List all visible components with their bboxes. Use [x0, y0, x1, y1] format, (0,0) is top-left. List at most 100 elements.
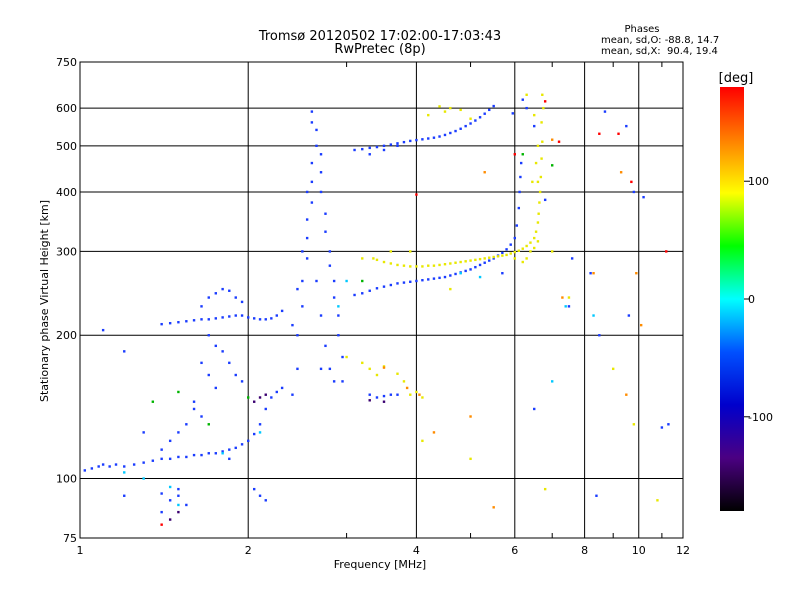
data-point — [459, 108, 462, 112]
data-point — [280, 309, 284, 313]
data-point — [305, 257, 309, 260]
data-point — [247, 396, 250, 399]
data-point — [192, 453, 196, 457]
data-point — [427, 113, 430, 117]
data-point — [469, 259, 472, 262]
data-point — [207, 373, 210, 377]
x-tick-label: 12 — [676, 544, 690, 557]
data-point — [513, 257, 516, 260]
data-point — [332, 279, 336, 283]
data-point — [315, 128, 318, 132]
data-point — [432, 264, 436, 267]
data-point — [421, 265, 424, 268]
data-point — [415, 390, 418, 394]
data-point — [332, 296, 336, 299]
data-point — [561, 296, 564, 299]
data-point — [518, 190, 521, 194]
data-point — [252, 487, 256, 491]
data-point — [328, 250, 332, 253]
data-point — [449, 131, 452, 135]
data-point — [221, 287, 224, 291]
data-point — [382, 366, 386, 369]
data-point — [409, 139, 412, 143]
data-point — [409, 393, 412, 396]
data-point — [310, 201, 314, 204]
data-point — [454, 261, 457, 264]
data-point — [375, 145, 379, 149]
data-point — [474, 265, 477, 269]
data-point — [177, 494, 180, 497]
data-point — [101, 328, 105, 332]
data-point — [353, 293, 356, 297]
x-axis-label: Frequency [MHz] — [334, 558, 426, 571]
data-point — [421, 396, 424, 399]
data-point — [536, 240, 540, 243]
data-point — [570, 257, 574, 260]
data-point — [305, 218, 309, 221]
chart-title: Tromsø 20120502 17:02:00-17:03:43 — [258, 29, 501, 44]
data-point — [291, 393, 294, 396]
data-point — [315, 144, 318, 148]
data-point — [483, 112, 486, 115]
data-point — [501, 254, 504, 257]
x-axis-ticks: 1 2 4 6 8 10 12 — [77, 62, 690, 557]
data-point — [221, 450, 224, 453]
data-point — [234, 296, 237, 299]
data-point — [536, 144, 540, 148]
data-point — [534, 161, 538, 165]
data-point — [537, 212, 540, 215]
data-point — [375, 287, 379, 290]
data-point — [521, 98, 524, 101]
data-point — [464, 260, 467, 263]
data-point — [415, 138, 418, 142]
data-point — [533, 246, 536, 250]
data-point — [543, 198, 547, 202]
data-point — [469, 122, 472, 125]
data-point — [305, 190, 309, 194]
data-point — [132, 463, 136, 466]
data-point — [168, 457, 172, 461]
data-point — [543, 100, 547, 103]
data-point — [337, 305, 340, 308]
data-point — [228, 361, 231, 365]
data-point — [101, 463, 105, 466]
data-point — [375, 258, 379, 262]
data-point — [405, 386, 409, 390]
data-point — [160, 492, 163, 495]
data-point — [368, 146, 371, 150]
data-point — [438, 105, 441, 108]
data-point — [315, 279, 318, 283]
data-point — [207, 452, 210, 455]
data-point — [492, 104, 495, 108]
data-point — [567, 296, 571, 299]
data-point — [214, 452, 217, 455]
data-point — [382, 400, 386, 403]
data-point — [270, 317, 273, 320]
data-point — [301, 250, 304, 253]
data-point — [469, 457, 472, 461]
data-point — [234, 314, 237, 317]
data-point — [525, 257, 528, 260]
data-point — [443, 275, 447, 279]
data-point — [382, 285, 386, 288]
data-point — [627, 314, 631, 317]
data-point — [415, 279, 418, 283]
data-point — [551, 380, 554, 383]
data-point — [368, 153, 371, 156]
data-point — [592, 272, 595, 275]
data-point — [625, 393, 628, 396]
data-point — [513, 153, 516, 156]
data-point — [533, 113, 536, 117]
data-point — [534, 230, 538, 233]
data-point — [275, 314, 278, 317]
data-point — [207, 296, 210, 299]
y-tick-label: 100 — [56, 473, 77, 486]
data-point — [509, 252, 512, 255]
data-point — [642, 195, 645, 199]
data-point — [464, 269, 467, 273]
data-point — [192, 319, 196, 322]
data-point — [270, 396, 273, 399]
data-point — [264, 318, 267, 321]
data-point — [598, 334, 601, 337]
data-point — [635, 272, 638, 275]
